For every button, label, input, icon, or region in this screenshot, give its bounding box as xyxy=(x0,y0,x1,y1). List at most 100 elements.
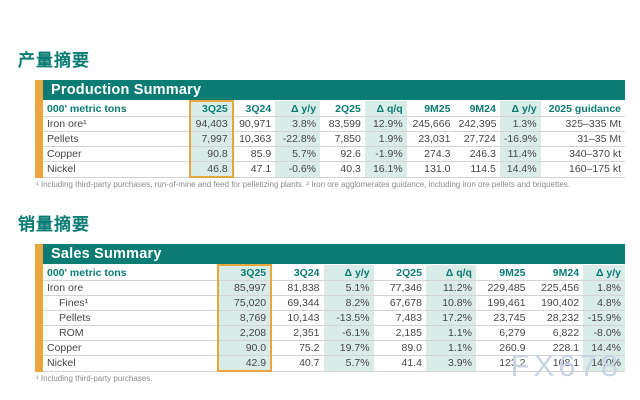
row-label: Pellets xyxy=(43,131,191,147)
cell-value: 123.2 xyxy=(475,355,530,372)
cell-value: 41.4 xyxy=(373,355,426,372)
cell-value: 92.6 xyxy=(320,146,365,162)
cell-value: 4.8% xyxy=(583,295,625,311)
table-row: Nickel 46.8 47.1 -0.6% 40.3 16.1% 131.0 114.5 14… xyxy=(43,161,625,178)
row-label: Fines¹ xyxy=(43,295,218,311)
cell-value: 274.3 xyxy=(406,146,455,162)
cell-value: 245,666 xyxy=(406,116,455,132)
cell-value: 83,599 xyxy=(320,116,365,132)
cell-value: 6,822 xyxy=(529,325,584,341)
cell-value: 10,363 xyxy=(232,131,276,147)
cell-value: 199,461 xyxy=(475,295,530,311)
cell-value: 31–35 Mt xyxy=(540,131,625,147)
cell-value: 11.2% xyxy=(425,280,476,296)
column-header: 9M24 xyxy=(454,101,500,117)
cell-value: 90.0 xyxy=(216,340,273,356)
cell-value: 85,997 xyxy=(216,280,273,296)
cell-value: 1.3% xyxy=(499,116,541,132)
column-header: 9M25 xyxy=(475,265,530,281)
cell-value: 94,403 xyxy=(189,116,234,132)
table-row: Copper 90.0 75.2 19.7% 89.0 1.1% 260.9 228.1 14.… xyxy=(43,340,625,356)
row-label: Pellets xyxy=(43,310,218,326)
cell-value: 6,279 xyxy=(475,325,530,341)
cell-value: 7,850 xyxy=(320,131,365,147)
cell-value: 75,020 xyxy=(216,295,273,311)
column-header: Δ y/y xyxy=(583,265,625,281)
cell-value: 2,351 xyxy=(271,325,324,341)
row-label: Iron ore¹ xyxy=(43,116,191,132)
cell-value: 75.2 xyxy=(271,340,324,356)
cell-value: 160–175 kt xyxy=(540,161,625,178)
cell-value: 1.1% xyxy=(425,325,476,341)
cell-value: -1.9% xyxy=(364,146,407,162)
cell-value: 340–370 kt xyxy=(540,146,625,162)
cell-value: 14.0% xyxy=(583,355,625,372)
cell-value: 5.7% xyxy=(275,146,321,162)
sales-table: 000' metric tons 3Q25 3Q24 Δ y/y 2Q25 Δ q/q 9M… xyxy=(43,264,625,372)
sales-footnote: ¹ Including third-party purchases. xyxy=(36,374,153,383)
column-header: Δ y/y xyxy=(275,101,321,117)
cell-value: -15.9% xyxy=(583,310,625,326)
production-section-title: 产量摘要 xyxy=(18,51,90,70)
cell-value: 40.3 xyxy=(320,161,365,178)
cell-value: 10,143 xyxy=(271,310,324,326)
cell-value: 11.4% xyxy=(499,146,541,162)
cell-value: 12.9% xyxy=(364,116,407,132)
cell-value: 8,769 xyxy=(216,310,273,326)
row-label: Iron ore xyxy=(43,280,218,296)
table-row: Iron ore 85,997 81,838 5.1% 77,346 11.2% 229,4… xyxy=(43,280,625,296)
column-header: Δ y/y xyxy=(323,265,374,281)
cell-value: 7,483 xyxy=(373,310,426,326)
cell-value: 85.9 xyxy=(232,146,276,162)
cell-value: 2,208 xyxy=(216,325,273,341)
column-header: Δ q/q xyxy=(364,101,407,117)
table-row: Pellets 8,769 10,143 -13.5% 7,483 17.2% 23,745… xyxy=(43,310,625,326)
cell-value: -22.8% xyxy=(275,131,321,147)
production-table-title-bar: Production Summary xyxy=(43,80,625,100)
cell-value: 69,344 xyxy=(271,295,324,311)
column-header-row: 000' metric tons 3Q25 3Q24 Δ y/y 2Q25 Δ q/q 9M… xyxy=(43,264,625,281)
sales-table-body: Iron ore 85,997 81,838 5.1% 77,346 11.2% 229,4… xyxy=(43,280,625,372)
cell-value: 3.9% xyxy=(425,355,476,372)
column-header: 3Q24 xyxy=(271,265,324,281)
cell-value: 242,395 xyxy=(454,116,500,132)
cell-value: 7,997 xyxy=(189,131,234,147)
cell-value: 14.4% xyxy=(583,340,625,356)
column-header: Δ q/q xyxy=(425,265,476,281)
cell-value: 90.8 xyxy=(189,146,234,162)
row-label: Nickel xyxy=(43,161,191,178)
production-table-container: Production Summary 000' metric tons 3Q25 3… xyxy=(35,80,625,178)
cell-value: 8.2% xyxy=(323,295,374,311)
cell-value: 19.7% xyxy=(323,340,374,356)
cell-value: 1.1% xyxy=(425,340,476,356)
cell-value: 190,402 xyxy=(529,295,584,311)
column-header: 3Q25 xyxy=(216,264,273,281)
cell-value: 89.0 xyxy=(373,340,426,356)
watermark: FX678 xyxy=(510,348,622,383)
cell-value: 47.1 xyxy=(232,161,276,178)
cell-value: 5.1% xyxy=(323,280,374,296)
cell-value: 10.8% xyxy=(425,295,476,311)
column-header: 9M24 xyxy=(529,265,584,281)
unit-label: 000' metric tons xyxy=(43,265,218,281)
cell-value: 27,724 xyxy=(454,131,500,147)
column-header: 3Q25 xyxy=(189,100,234,117)
cell-value: 3.8% xyxy=(275,116,321,132)
unit-label: 000' metric tons xyxy=(43,101,191,117)
cell-value: 28,232 xyxy=(529,310,584,326)
cell-value: 1.9% xyxy=(364,131,407,147)
row-label: Copper xyxy=(43,340,218,356)
cell-value: 2,185 xyxy=(373,325,426,341)
row-label: Nickel xyxy=(43,355,218,372)
cell-value: 1.8% xyxy=(583,280,625,296)
cell-value: 114.5 xyxy=(454,161,500,178)
sales-table-title-bar: Sales Summary xyxy=(43,244,625,264)
cell-value: 23,745 xyxy=(475,310,530,326)
cell-value: -13.5% xyxy=(323,310,374,326)
cell-value: -8.0% xyxy=(583,325,625,341)
column-header: 3Q24 xyxy=(232,101,276,117)
table-row: ROM 2,208 2,351 -6.1% 2,185 1.1% 6,279 6,822 -8.… xyxy=(43,325,625,341)
production-table: 000' metric tons 3Q25 3Q24 Δ y/y 2Q25 Δ q/q 9M… xyxy=(43,100,625,178)
cell-value: 228.1 xyxy=(529,340,584,356)
